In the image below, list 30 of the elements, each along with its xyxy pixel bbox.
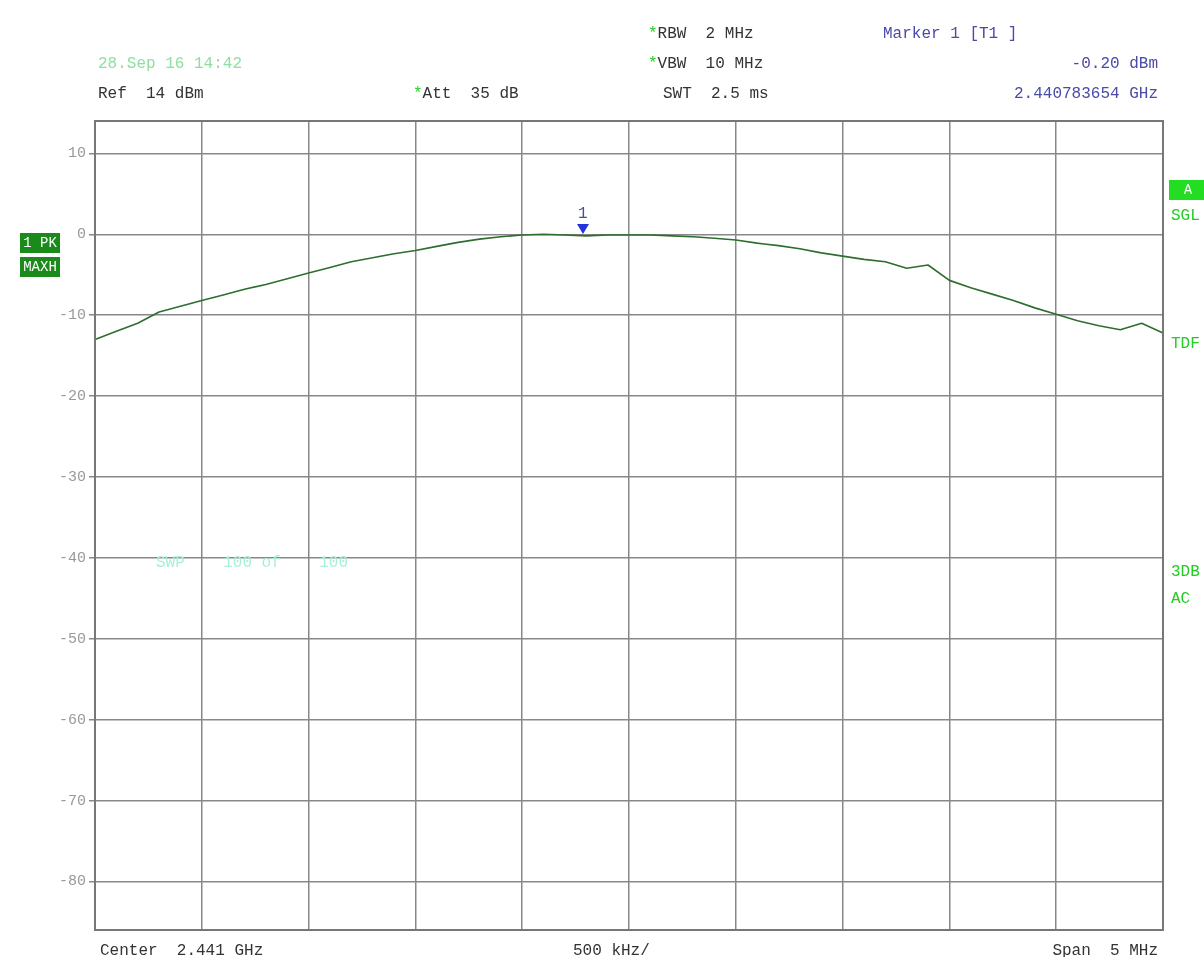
- text: A: [1183, 182, 1193, 198]
- text: 2.440783654 GHz: [1013, 85, 1158, 103]
- text: -0.20 dBm: [1071, 55, 1158, 73]
- text: AC: [1171, 590, 1191, 608]
- y-tick-label: 0: [76, 226, 86, 244]
- y-tick-label: -30: [58, 468, 86, 486]
- text: *RBW 2 MHz: [648, 25, 754, 43]
- annotation: 1: [577, 204, 588, 223]
- y-tick-label: -40: [58, 549, 86, 567]
- text: MAXH: [23, 259, 57, 275]
- text: 1 PK: [23, 235, 57, 251]
- y-tick-label: 10: [67, 145, 86, 163]
- text: SGL: [1171, 207, 1200, 225]
- text: Center 2.441 GHz: [100, 942, 264, 957]
- y-tick-label: -60: [58, 711, 86, 729]
- text: Marker 1 [T1 ]: [883, 25, 1018, 43]
- y-tick-label: -70: [58, 792, 86, 810]
- y-tick-label: -50: [58, 630, 86, 648]
- text: 500 kHz/: [573, 942, 650, 957]
- text: TDF: [1171, 335, 1200, 353]
- text: SWT 2.5 ms: [663, 85, 769, 103]
- text: Ref 14 dBm: [98, 85, 204, 103]
- y-tick-label: -80: [58, 873, 86, 891]
- text: *Att 35 dB: [413, 85, 519, 103]
- text: 3DB: [1171, 563, 1200, 581]
- y-tick-label: -20: [58, 388, 86, 406]
- text: 28.Sep 16 14:42: [98, 55, 243, 73]
- y-tick-label: -10: [58, 307, 86, 325]
- annotation: SWP 100 of 100: [156, 554, 349, 572]
- text: *VBW 10 MHz: [648, 55, 764, 73]
